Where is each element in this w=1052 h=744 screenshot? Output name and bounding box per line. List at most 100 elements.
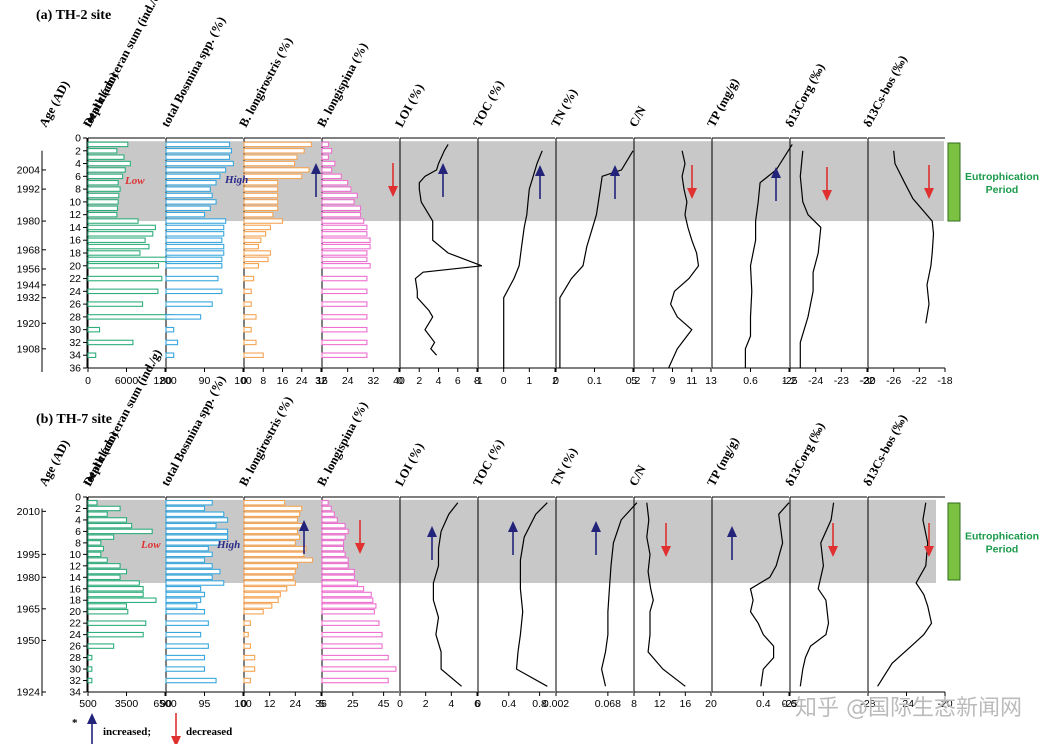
bar-0-18 bbox=[87, 256, 171, 263]
age-tick-label-1-1965: 1965 bbox=[17, 603, 41, 615]
bar-2-6 bbox=[243, 534, 301, 540]
age-tick-label-0-1956: 1956 bbox=[17, 263, 41, 275]
panel-0-5: TOC (%) -1 0 1 2 bbox=[470, 78, 558, 387]
depth-tick-label-0-6: 6 bbox=[75, 171, 81, 183]
trend-arrow-1-6-head bbox=[727, 526, 737, 537]
age-tick-label-1-1950: 1950 bbox=[17, 635, 41, 647]
bar-1-3 bbox=[165, 160, 234, 167]
bar-0-24 bbox=[87, 666, 93, 672]
bar-3-5 bbox=[321, 528, 349, 535]
depth-tick-label-0-22: 22 bbox=[69, 273, 81, 285]
bar-0-14 bbox=[87, 580, 140, 586]
bar-0-23 bbox=[87, 314, 172, 320]
bar-3-16 bbox=[321, 243, 371, 250]
profile-line-1-8 bbox=[749, 502, 790, 687]
bar-1-9 bbox=[165, 199, 217, 205]
panel-header-1-9: δ13Corg (‰) bbox=[782, 420, 827, 488]
bar-3-11 bbox=[321, 211, 362, 218]
bar-0-20 bbox=[87, 275, 163, 282]
bar-1-4 bbox=[165, 522, 217, 529]
bar-1-19 bbox=[165, 608, 206, 615]
panel-header-0-10: δ13Cs-bos (‰) bbox=[860, 53, 909, 129]
panel-header-0-5: TOC (%) bbox=[470, 78, 506, 129]
bar-1-0 bbox=[165, 141, 231, 148]
bar-3-0 bbox=[321, 141, 329, 148]
depth-tick-label-1-0: 0 bbox=[75, 492, 81, 504]
profile-line-0-10 bbox=[893, 150, 935, 324]
bar-2-17 bbox=[243, 597, 279, 603]
x-tick-label: 1.2 bbox=[782, 375, 797, 387]
depth-tick-label-0-24: 24 bbox=[69, 286, 81, 298]
bar-2-2 bbox=[243, 154, 298, 160]
x-tick-label: 0.068 bbox=[595, 698, 621, 710]
bar-0-1 bbox=[87, 505, 121, 512]
depth-tick-label-0-12: 12 bbox=[69, 209, 81, 221]
profile-line-0-9 bbox=[799, 150, 822, 368]
x-tick-label: 0.2 bbox=[626, 375, 641, 387]
depth-tick-label-1-2: 2 bbox=[75, 503, 81, 515]
bar-3-8 bbox=[321, 545, 345, 552]
x-tick-label: 90 bbox=[160, 698, 172, 710]
bar-0-7 bbox=[87, 186, 121, 192]
depth-tick-label-0-30: 30 bbox=[69, 324, 81, 336]
bar-0-12 bbox=[87, 218, 139, 224]
bar-1-19 bbox=[165, 263, 223, 269]
x-tick-label: 0 bbox=[85, 375, 91, 387]
x-tick-label: 100 bbox=[234, 375, 252, 387]
depth-tick-label-0-32: 32 bbox=[69, 337, 81, 349]
bar-2-9 bbox=[243, 551, 305, 558]
x-tick-label: 4 bbox=[448, 698, 454, 710]
x-tick-label: 6 bbox=[455, 375, 461, 387]
bar-3-20 bbox=[321, 275, 368, 282]
x-tick-label: -25 bbox=[782, 375, 797, 387]
age-tick-label-0-1920: 1920 bbox=[17, 318, 41, 330]
bar-2-18 bbox=[243, 256, 269, 263]
profile-line-0-5 bbox=[503, 150, 543, 368]
bar-0-9 bbox=[87, 551, 102, 558]
bar-1-1 bbox=[165, 148, 232, 154]
trend-arrow-0-1-head bbox=[388, 186, 398, 197]
bar-1-1 bbox=[165, 505, 206, 512]
x-tick-label: -24 bbox=[899, 698, 914, 710]
bar-1-16 bbox=[165, 243, 225, 250]
depth-tick-label-0-16: 16 bbox=[69, 235, 81, 247]
x-tick-label: 0 bbox=[397, 375, 403, 387]
bar-2-20 bbox=[243, 275, 255, 282]
bar-3-22 bbox=[321, 301, 368, 307]
bar-0-23 bbox=[87, 654, 93, 661]
eutrophication-bar-0 bbox=[947, 142, 961, 222]
bar-2-21 bbox=[243, 631, 249, 638]
depth-tick-label-1-24: 24 bbox=[69, 629, 81, 641]
bar-1-12 bbox=[165, 218, 227, 224]
panel-header-0-1: total Bosmina spp. (%) bbox=[158, 14, 228, 129]
bar-2-23 bbox=[243, 654, 256, 661]
trend-arrow-1-1-head bbox=[355, 543, 365, 554]
bar-0-18 bbox=[87, 603, 128, 609]
bar-2-15 bbox=[243, 237, 262, 243]
bar-3-11 bbox=[321, 563, 349, 569]
bar-2-8 bbox=[243, 192, 279, 199]
site-title-1: (b) TH-7 site bbox=[36, 412, 112, 427]
bar-3-26 bbox=[321, 352, 368, 358]
bar-2-10 bbox=[243, 205, 279, 212]
x-tick-label: -20 bbox=[937, 698, 952, 710]
bar-0-3 bbox=[87, 517, 128, 523]
bar-3-7 bbox=[321, 186, 352, 192]
panel-0-6: TN (%) 0 0.1 0.2 bbox=[548, 86, 640, 387]
bar-1-6 bbox=[165, 179, 217, 186]
depth-tick-label-1-4: 4 bbox=[75, 514, 81, 526]
x-tick-label: 5 bbox=[319, 698, 325, 710]
bar-1-25 bbox=[165, 339, 179, 346]
x-tick-label: 24 bbox=[289, 698, 301, 710]
bar-0-24 bbox=[87, 326, 101, 333]
bar-1-7 bbox=[165, 540, 221, 546]
age-tick-label-1-1924: 1924 bbox=[17, 687, 41, 699]
x-tick-label: -25 bbox=[782, 698, 797, 710]
x-tick-label: 25 bbox=[347, 698, 359, 710]
bar-1-22 bbox=[165, 301, 213, 307]
bar-1-3 bbox=[165, 517, 229, 523]
panel-header-1-6: TN (%) bbox=[548, 445, 580, 488]
depth-tick-label-1-30: 30 bbox=[69, 664, 81, 676]
bar-3-2 bbox=[321, 511, 335, 517]
panel-header-1-4: LOI (%) bbox=[392, 440, 426, 488]
